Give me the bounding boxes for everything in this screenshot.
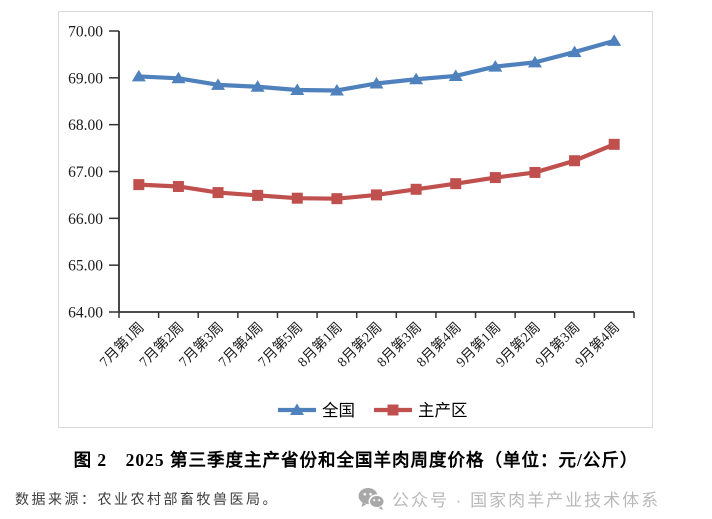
- y-axis-label: 65.00: [68, 258, 103, 275]
- data-point-triangle: [171, 71, 186, 84]
- data-point-square: [252, 189, 264, 201]
- y-axis-label: 69.00: [68, 70, 103, 87]
- watermark-text: 公众号 · 国家肉羊产业技术体系: [392, 491, 661, 510]
- y-axis-label: 70.00: [68, 24, 103, 41]
- data-point-square: [371, 189, 382, 201]
- legend: 全国 主产区: [278, 401, 468, 420]
- data-point-square: [569, 155, 581, 167]
- data-point-square: [331, 193, 343, 205]
- data-point-square: [387, 404, 399, 416]
- data-point-triangle: [448, 69, 463, 81]
- data-point-triangle: [527, 55, 542, 68]
- data-point-triangle: [607, 34, 622, 46]
- data-point-square: [410, 183, 422, 195]
- y-axis-label: 66.00: [68, 211, 103, 228]
- wechat-icon: [358, 487, 385, 510]
- legend-label: 全国: [322, 401, 355, 420]
- data-point-triangle: [290, 403, 304, 415]
- data-point-triangle: [369, 76, 384, 89]
- data-point-square: [450, 178, 462, 190]
- watermark: 公众号 · 国家肉羊产业技术体系: [358, 486, 660, 511]
- legend-item-主产区: 主产区: [374, 401, 468, 420]
- data-point-square: [608, 138, 620, 150]
- legend-label: 主产区: [418, 401, 468, 420]
- data-point-triangle: [250, 80, 265, 92]
- data-point-triangle: [567, 45, 582, 58]
- data-point-square: [172, 180, 184, 192]
- chart-frame: 64.00 65.00 66.00 67.00 68.00 69.00 70.00 7月第1周…: [58, 11, 653, 428]
- y-axis-label: 67.00: [68, 164, 103, 181]
- data-point-triangle: [329, 83, 344, 96]
- x-axis-label: 9月第4周: [571, 319, 623, 371]
- y-axis-label: 68.00: [68, 117, 103, 134]
- data-point-triangle: [290, 83, 305, 96]
- series-全国: [131, 34, 622, 96]
- data-point-square: [529, 166, 541, 178]
- data-point-triangle: [211, 78, 226, 90]
- data-source-text: 数据来源：农业农村部畜牧兽医局。: [15, 493, 279, 508]
- data-point-square: [212, 187, 224, 199]
- data-point-triangle: [488, 60, 503, 72]
- data-point-square: [133, 179, 145, 191]
- data-point-square: [291, 192, 303, 204]
- data-point-triangle: [409, 72, 424, 85]
- data-point-triangle: [131, 69, 146, 82]
- footer: 数据来源：农业农村部畜牧兽医局。 公众号 · 国家肉羊产业技术体系: [0, 486, 712, 514]
- legend-item-全国: 全国: [278, 401, 355, 420]
- y-axis-label: 64.00: [68, 305, 103, 322]
- data-point-square: [489, 172, 501, 184]
- series-主产区: [133, 138, 620, 205]
- price-line-chart: 64.0065.0066.0067.0068.0069.0070.007月第1周…: [68, 24, 635, 420]
- figure-caption: 图 2 2025 第三季度主产省份和全国羊肉周度价格（单位：元/公斤）: [73, 450, 639, 470]
